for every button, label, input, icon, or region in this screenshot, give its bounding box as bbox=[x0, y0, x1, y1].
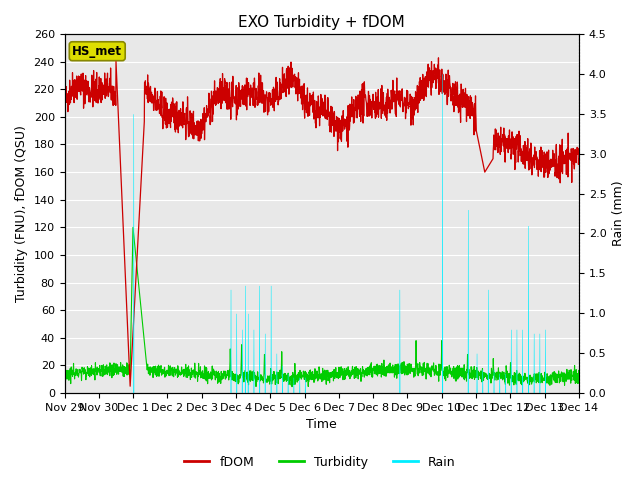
X-axis label: Time: Time bbox=[307, 419, 337, 432]
Y-axis label: Rain (mm): Rain (mm) bbox=[612, 181, 625, 246]
Y-axis label: Turbidity (FNU), fDOM (QSU): Turbidity (FNU), fDOM (QSU) bbox=[15, 125, 28, 302]
Text: HS_met: HS_met bbox=[72, 45, 122, 58]
Title: EXO Turbidity + fDOM: EXO Turbidity + fDOM bbox=[238, 15, 405, 30]
Legend: fDOM, Turbidity, Rain: fDOM, Turbidity, Rain bbox=[179, 451, 461, 474]
